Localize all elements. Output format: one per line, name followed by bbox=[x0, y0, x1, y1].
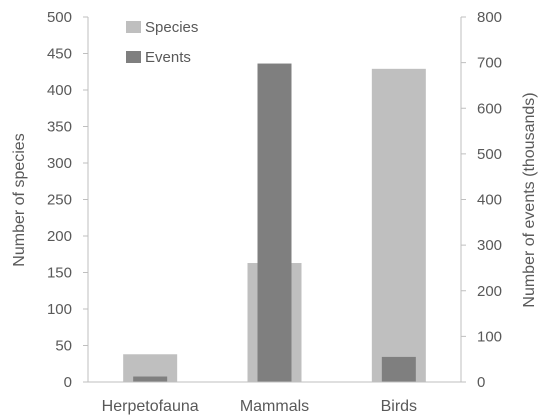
right-tick-label: 800 bbox=[477, 9, 502, 26]
right-tick-label: 700 bbox=[477, 55, 502, 72]
category-label: Herpetofauna bbox=[102, 398, 199, 415]
legend-label-events: Events bbox=[145, 49, 191, 66]
right-tick-label: 400 bbox=[477, 192, 502, 209]
left-tick-label: 450 bbox=[47, 46, 72, 63]
right-tick-label: 100 bbox=[477, 328, 502, 345]
bar-events-mammals bbox=[257, 63, 292, 382]
left-tick-label: 200 bbox=[47, 228, 72, 245]
right-axis-title: Number of events (thousands) bbox=[521, 92, 538, 307]
left-tick-label: 0 bbox=[64, 374, 72, 391]
left-axis-title: Number of species bbox=[11, 133, 28, 266]
bar-events-birds bbox=[381, 356, 416, 382]
right-axis-ticks: 0 100 200 300 400 500 600 700 800 bbox=[461, 9, 502, 391]
right-tick-label: 200 bbox=[477, 283, 502, 300]
left-tick-label: 150 bbox=[47, 265, 72, 282]
category-labels: Herpetofauna Mammals Birds bbox=[102, 398, 417, 415]
left-tick-label: 500 bbox=[47, 9, 72, 26]
bar-species-birds bbox=[371, 68, 426, 382]
right-tick-label: 0 bbox=[477, 374, 485, 391]
left-tick-label: 100 bbox=[47, 301, 72, 318]
right-tick-label: 600 bbox=[477, 100, 502, 117]
right-tick-label: 500 bbox=[477, 146, 502, 163]
category-label: Birds bbox=[381, 398, 417, 415]
category-label: Mammals bbox=[240, 398, 309, 415]
left-axis-ticks: 0 50 100 150 200 250 300 350 400 450 500 bbox=[47, 9, 88, 391]
legend-label-species: Species bbox=[145, 19, 198, 36]
bar-events-herpetofauna bbox=[133, 376, 168, 382]
right-tick-label: 300 bbox=[477, 237, 502, 254]
left-tick-label: 300 bbox=[47, 155, 72, 172]
left-tick-label: 50 bbox=[55, 338, 72, 355]
legend-swatch-events bbox=[126, 51, 141, 63]
events-bars bbox=[133, 63, 416, 382]
left-tick-label: 400 bbox=[47, 82, 72, 99]
left-tick-label: 350 bbox=[47, 119, 72, 136]
legend-swatch-species bbox=[126, 21, 141, 33]
legend: Species Events bbox=[126, 19, 198, 66]
left-tick-label: 250 bbox=[47, 192, 72, 209]
